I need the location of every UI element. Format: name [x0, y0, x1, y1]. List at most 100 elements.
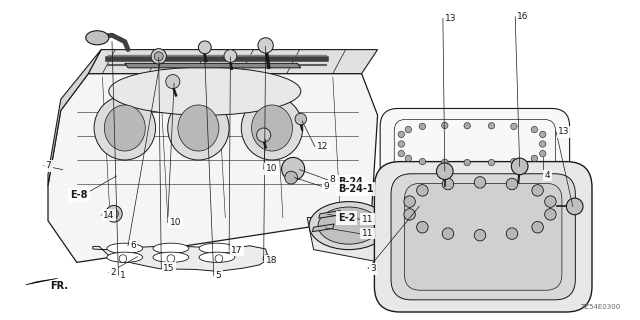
Text: E-8: E-8 — [70, 189, 88, 200]
Text: 11: 11 — [362, 215, 373, 224]
Circle shape — [166, 75, 180, 89]
Circle shape — [532, 185, 543, 196]
Circle shape — [511, 158, 528, 175]
Circle shape — [540, 141, 546, 147]
Text: E-2: E-2 — [338, 213, 355, 223]
Text: B-24-1: B-24-1 — [338, 184, 374, 194]
Circle shape — [532, 221, 543, 233]
Circle shape — [151, 49, 166, 64]
Ellipse shape — [153, 252, 189, 262]
Ellipse shape — [107, 243, 143, 253]
Polygon shape — [319, 211, 340, 218]
Circle shape — [263, 255, 271, 262]
Circle shape — [109, 209, 118, 218]
Circle shape — [404, 196, 415, 207]
Ellipse shape — [168, 96, 229, 160]
Circle shape — [258, 38, 273, 53]
Text: 18: 18 — [266, 256, 277, 265]
Circle shape — [442, 122, 448, 129]
Circle shape — [442, 178, 454, 190]
Circle shape — [398, 141, 404, 147]
Circle shape — [419, 158, 426, 165]
Circle shape — [417, 221, 428, 233]
Text: 5: 5 — [216, 271, 221, 280]
Text: 7: 7 — [45, 161, 51, 170]
FancyBboxPatch shape — [380, 108, 570, 204]
Text: TZ54E0300: TZ54E0300 — [580, 304, 621, 310]
Text: 11: 11 — [362, 229, 373, 238]
Ellipse shape — [153, 243, 189, 253]
Circle shape — [506, 228, 518, 239]
Circle shape — [257, 128, 271, 142]
Ellipse shape — [109, 67, 301, 115]
Circle shape — [474, 177, 486, 188]
Circle shape — [488, 159, 495, 166]
Circle shape — [464, 123, 470, 129]
Ellipse shape — [107, 252, 143, 262]
Circle shape — [511, 123, 517, 130]
Ellipse shape — [318, 207, 380, 244]
Polygon shape — [88, 50, 378, 74]
Text: 12: 12 — [317, 142, 328, 151]
Circle shape — [405, 126, 412, 133]
Circle shape — [545, 209, 556, 220]
Text: 6: 6 — [130, 241, 136, 250]
Text: FR.: FR. — [50, 281, 68, 292]
Ellipse shape — [199, 252, 235, 262]
Circle shape — [488, 123, 495, 129]
Ellipse shape — [252, 105, 292, 151]
Circle shape — [531, 155, 538, 162]
Circle shape — [285, 171, 298, 184]
Text: 2: 2 — [111, 268, 116, 277]
Circle shape — [417, 185, 428, 196]
Polygon shape — [307, 198, 394, 262]
Circle shape — [398, 150, 404, 157]
Text: 9: 9 — [323, 182, 329, 191]
Ellipse shape — [86, 31, 109, 45]
Text: 17: 17 — [231, 246, 243, 255]
Circle shape — [198, 41, 211, 54]
Circle shape — [154, 52, 163, 61]
Circle shape — [464, 159, 470, 166]
Text: 10: 10 — [266, 164, 277, 173]
Circle shape — [215, 255, 223, 262]
Text: B-24: B-24 — [338, 177, 363, 187]
Circle shape — [540, 131, 546, 138]
Text: 14: 14 — [103, 211, 115, 220]
Circle shape — [404, 209, 415, 220]
Circle shape — [436, 163, 453, 180]
Circle shape — [511, 158, 517, 165]
Ellipse shape — [104, 105, 145, 151]
Polygon shape — [48, 74, 378, 262]
Polygon shape — [93, 246, 269, 271]
Text: 13: 13 — [445, 14, 456, 23]
Text: 3: 3 — [370, 264, 376, 273]
Circle shape — [506, 178, 518, 190]
Ellipse shape — [309, 202, 388, 250]
Text: 16: 16 — [517, 12, 529, 21]
Text: 1: 1 — [120, 271, 126, 280]
FancyBboxPatch shape — [404, 183, 562, 290]
Circle shape — [531, 126, 538, 133]
Text: 13: 13 — [558, 127, 570, 136]
Text: 4: 4 — [545, 171, 550, 180]
Circle shape — [295, 113, 307, 125]
Circle shape — [405, 155, 412, 162]
Circle shape — [442, 228, 454, 239]
Circle shape — [419, 123, 426, 130]
Circle shape — [545, 196, 556, 207]
Circle shape — [167, 255, 175, 262]
Circle shape — [442, 159, 448, 165]
Ellipse shape — [94, 96, 156, 160]
Ellipse shape — [178, 105, 219, 151]
Text: 10: 10 — [170, 218, 181, 227]
Text: 8: 8 — [330, 175, 335, 184]
Circle shape — [474, 229, 486, 241]
Circle shape — [566, 198, 583, 215]
Circle shape — [282, 157, 305, 180]
FancyBboxPatch shape — [374, 162, 592, 312]
Circle shape — [540, 150, 546, 157]
Polygon shape — [312, 224, 334, 232]
Circle shape — [106, 205, 122, 222]
Polygon shape — [26, 278, 58, 285]
